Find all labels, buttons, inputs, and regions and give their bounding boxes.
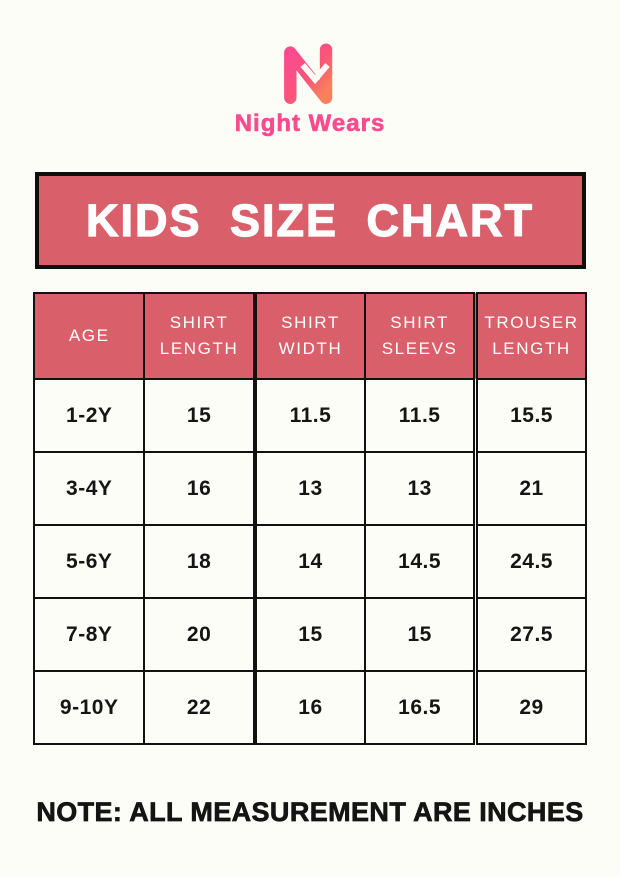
age-cell: 9-10Y <box>32 670 146 745</box>
brand-name: Night Wears <box>234 110 386 138</box>
table-header-row: AGE SHIRT LENGTH SHIRT WIDTH SHIRT SLEEV… <box>32 292 588 380</box>
measurement-cell: 15 <box>252 597 367 672</box>
measurement-cell: 14 <box>252 524 367 599</box>
measurement-cell: 29 <box>473 670 588 745</box>
measurement-cell: 16 <box>252 670 367 745</box>
measurement-cell: 15 <box>143 378 256 453</box>
nw-monogram-icon <box>284 43 333 104</box>
age-cell: 5-6Y <box>32 524 146 599</box>
brand-logo: Night Wears <box>0 0 620 138</box>
measurement-cell: 21 <box>473 451 588 526</box>
note-text: NOTE: ALL MEASUREMENT ARE INCHES <box>36 797 584 828</box>
table-row: 7-8Y 20 15 15 27.5 <box>32 597 588 672</box>
table-row: 9-10Y 22 16 16.5 29 <box>32 670 588 745</box>
measurement-cell: 20 <box>143 597 256 672</box>
measurement-cell: 11.5 <box>252 378 367 453</box>
measurement-cell: 15.5 <box>473 378 588 453</box>
table-row: 5-6Y 18 14 14.5 24.5 <box>32 524 588 599</box>
page-title: KIDS SIZE CHART <box>85 194 534 246</box>
measurement-cell: 13 <box>252 451 367 526</box>
measurement-cell: 18 <box>143 524 256 599</box>
age-cell: 3-4Y <box>32 451 146 526</box>
measurement-cell: 16.5 <box>364 670 477 745</box>
column-header-shirt-sleeves: SHIRT SLEEVS <box>364 292 477 380</box>
table-row: 1-2Y 15 11.5 11.5 15.5 <box>32 378 588 453</box>
measurement-cell: 27.5 <box>473 597 588 672</box>
measurement-cell: 24.5 <box>473 524 588 599</box>
measurement-cell: 15 <box>364 597 477 672</box>
size-chart-table: AGE SHIRT LENGTH SHIRT WIDTH SHIRT SLEEV… <box>32 292 588 745</box>
title-banner: KIDS SIZE CHART <box>34 172 586 269</box>
measurement-cell: 13 <box>364 451 477 526</box>
age-cell: 1-2Y <box>32 378 146 453</box>
measurement-cell: 22 <box>143 670 256 745</box>
measurement-cell: 16 <box>143 451 256 526</box>
age-cell: 7-8Y <box>32 597 146 672</box>
column-header-age: AGE <box>32 292 146 380</box>
column-header-trouser-length: TROUSER LENGTH <box>473 292 588 380</box>
column-header-shirt-length: SHIRT LENGTH <box>143 292 256 380</box>
column-header-shirt-width: SHIRT WIDTH <box>252 292 367 380</box>
table-row: 3-4Y 16 13 13 21 <box>32 451 588 526</box>
measurement-cell: 14.5 <box>364 524 477 599</box>
measurement-cell: 11.5 <box>364 378 477 453</box>
